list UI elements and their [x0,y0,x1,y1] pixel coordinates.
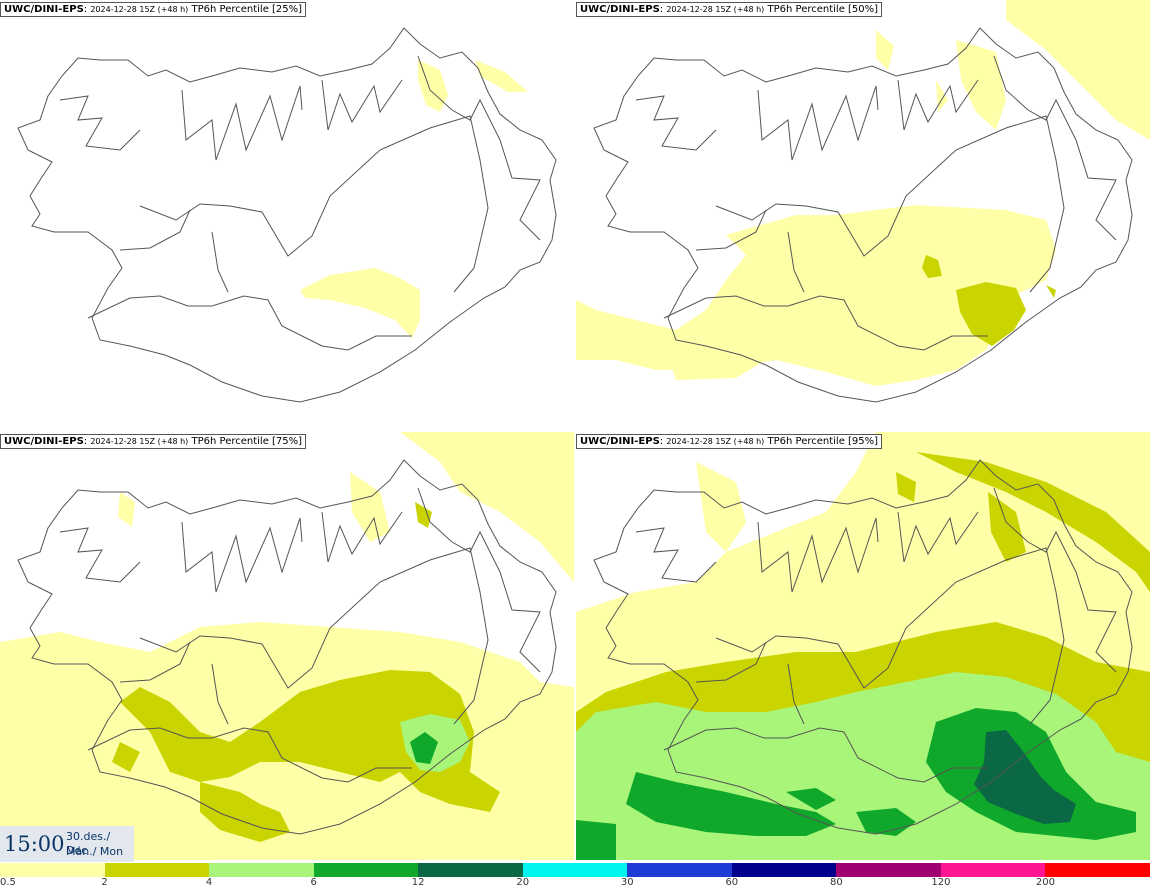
map-panel-p75: UWC/DINI-EPS: 2024-12-28 15Z (+48 h) TP6… [0,432,574,860]
color-scale-tick-label: 2 [101,877,108,888]
color-scale-segment [104,863,210,877]
color-scale-segment [418,863,523,877]
valid-date: 30.des./ Dec [66,830,111,857]
run-time: 2024-12-28 15Z (+48 h) [666,437,765,446]
run-time: 2024-12-28 15Z (+48 h) [90,5,189,14]
color-scale-tick-label: 30 [620,877,634,888]
color-scale-tick-label: 0.5 [0,877,16,888]
color-scale-segment [731,863,837,877]
model-name: UWC/DINI-EPS [580,4,660,15]
product-name: TP6h Percentile [25%] [191,4,303,15]
color-scale-tick-label: 200 [1035,877,1055,888]
color-scale-tick-label: 4 [205,877,213,888]
color-scale-segment [1045,863,1150,877]
panel-title: UWC/DINI-EPS: 2024-12-28 15Z (+48 h) TP6… [576,434,883,449]
map-panel-p95: UWC/DINI-EPS: 2024-12-28 15Z (+48 h) TP6… [576,432,1150,860]
color-scale-segment [313,863,419,877]
color-scale-segment [627,863,732,877]
map-panel-p25: UWC/DINI-EPS: 2024-12-28 15Z (+48 h) TP6… [0,0,574,428]
map-panel-p50: UWC/DINI-EPS: 2024-12-28 15Z (+48 h) TP6… [576,0,1150,428]
color-scale-bar [0,863,1150,877]
color-scale-tick-label: 80 [829,877,843,888]
model-name: UWC/DINI-EPS [580,436,660,447]
panel-title: UWC/DINI-EPS: 2024-12-28 15Z (+48 h) TP6… [0,434,307,449]
valid-day: Mán./ Mon [66,845,124,858]
color-scale-tick-label: 60 [725,877,739,888]
color-scale-tick-label: 120 [931,877,951,888]
precipitation-map [17,27,557,403]
run-time: 2024-12-28 15Z (+48 h) [90,437,189,446]
product-name: TP6h Percentile [50%] [767,4,879,15]
model-name: UWC/DINI-EPS [4,4,84,15]
precipitation-map [576,0,1150,403]
valid-time: 15:00 [4,832,65,856]
color-scale-segment [209,863,314,877]
color-scale-segment [836,863,941,877]
product-name: TP6h Percentile [95%] [767,436,879,447]
color-scale-tick-label: 12 [411,877,425,888]
panel-title: UWC/DINI-EPS: 2024-12-28 15Z (+48 h) TP6… [0,2,307,17]
panel-title: UWC/DINI-EPS: 2024-12-28 15Z (+48 h) TP6… [576,2,883,17]
color-scale-tick-label: 20 [516,877,530,888]
valid-time-box: 15:00 30.des./ Dec Mán./ Mon [0,826,134,862]
product-name: TP6h Percentile [75%] [191,436,303,447]
color-scale-segment [940,863,1046,877]
color-scale-tick-label: 6 [310,877,317,888]
run-time: 2024-12-28 15Z (+48 h) [666,5,765,14]
color-scale-segment [0,863,105,877]
precipitation-map [576,432,1150,860]
color-scale-ticks: 0.5 2 4 6 12 20 30 60 80 120 200 [0,877,1150,891]
color-scale-segment [522,863,628,877]
model-name: UWC/DINI-EPS [4,436,84,447]
precipitation-map [0,432,574,860]
